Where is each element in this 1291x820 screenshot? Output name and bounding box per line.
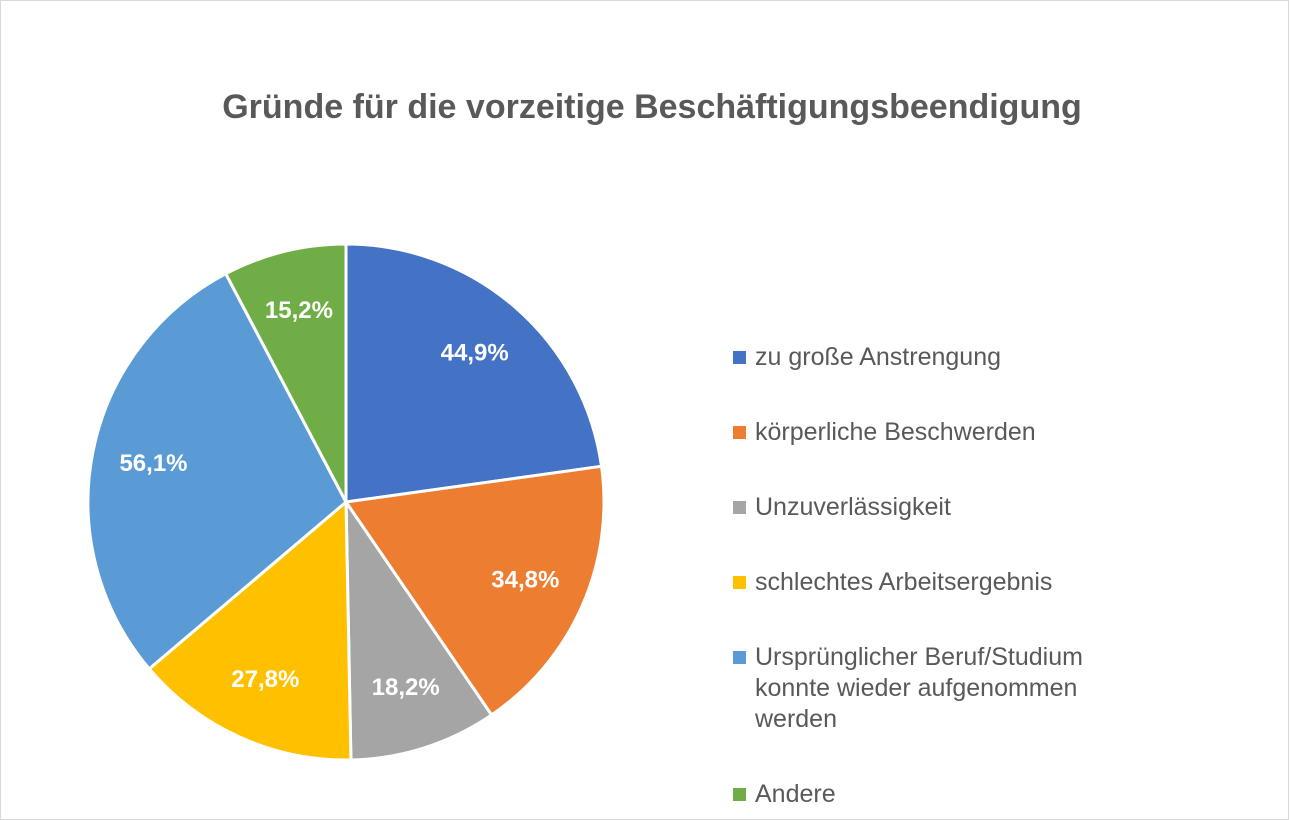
pie-slice xyxy=(147,498,353,762)
legend-item: Ursprünglicher Beruf/Studium konnte wied… xyxy=(733,642,1163,735)
data-label: 56,1% xyxy=(119,450,187,477)
data-label: 18,2% xyxy=(372,674,440,701)
legend-label: zu große Anstrengung xyxy=(755,343,1001,371)
chart-title: Gründe für die vorzeitige Beschäftigungs… xyxy=(222,88,1082,126)
chart: Gründe für die vorzeitige Beschäftigungs… xyxy=(86,88,1082,762)
data-label: 44,9% xyxy=(441,339,509,366)
legend-swatch xyxy=(733,351,746,364)
pie-slice xyxy=(86,271,348,671)
legend-item: zu große Anstrengung xyxy=(733,342,1163,373)
legend-label: Ursprünglicher Beruf/Studium konnte wied… xyxy=(755,643,1083,733)
legend-label: Unzuverlässigkeit xyxy=(755,493,951,521)
legend-label: schlechtes Arbeitsergebnis xyxy=(755,568,1053,596)
legend-swatch xyxy=(733,426,746,439)
pie-slice xyxy=(343,464,606,718)
legend-swatch xyxy=(733,501,746,514)
pie-slice xyxy=(344,242,604,504)
data-label: 34,8% xyxy=(491,567,559,594)
pie-slice xyxy=(344,497,494,762)
legend-item: Unzuverlässigkeit xyxy=(733,492,1163,523)
data-label: 15,2% xyxy=(265,297,333,324)
legend: zu große Anstrengung körperliche Beschwer… xyxy=(733,342,1163,810)
legend-label: körperliche Beschwerden xyxy=(755,418,1036,446)
pie-slice xyxy=(223,242,348,503)
legend-item: körperliche Beschwerden xyxy=(733,417,1163,448)
legend-swatch xyxy=(733,788,746,801)
legend-item: Andere xyxy=(733,779,1163,810)
legend-label: Andere xyxy=(755,780,836,808)
legend-item: schlechtes Arbeitsergebnis xyxy=(733,567,1163,598)
legend-swatch xyxy=(733,576,746,589)
legend-swatch xyxy=(733,651,746,664)
data-label: 27,8% xyxy=(231,666,299,693)
